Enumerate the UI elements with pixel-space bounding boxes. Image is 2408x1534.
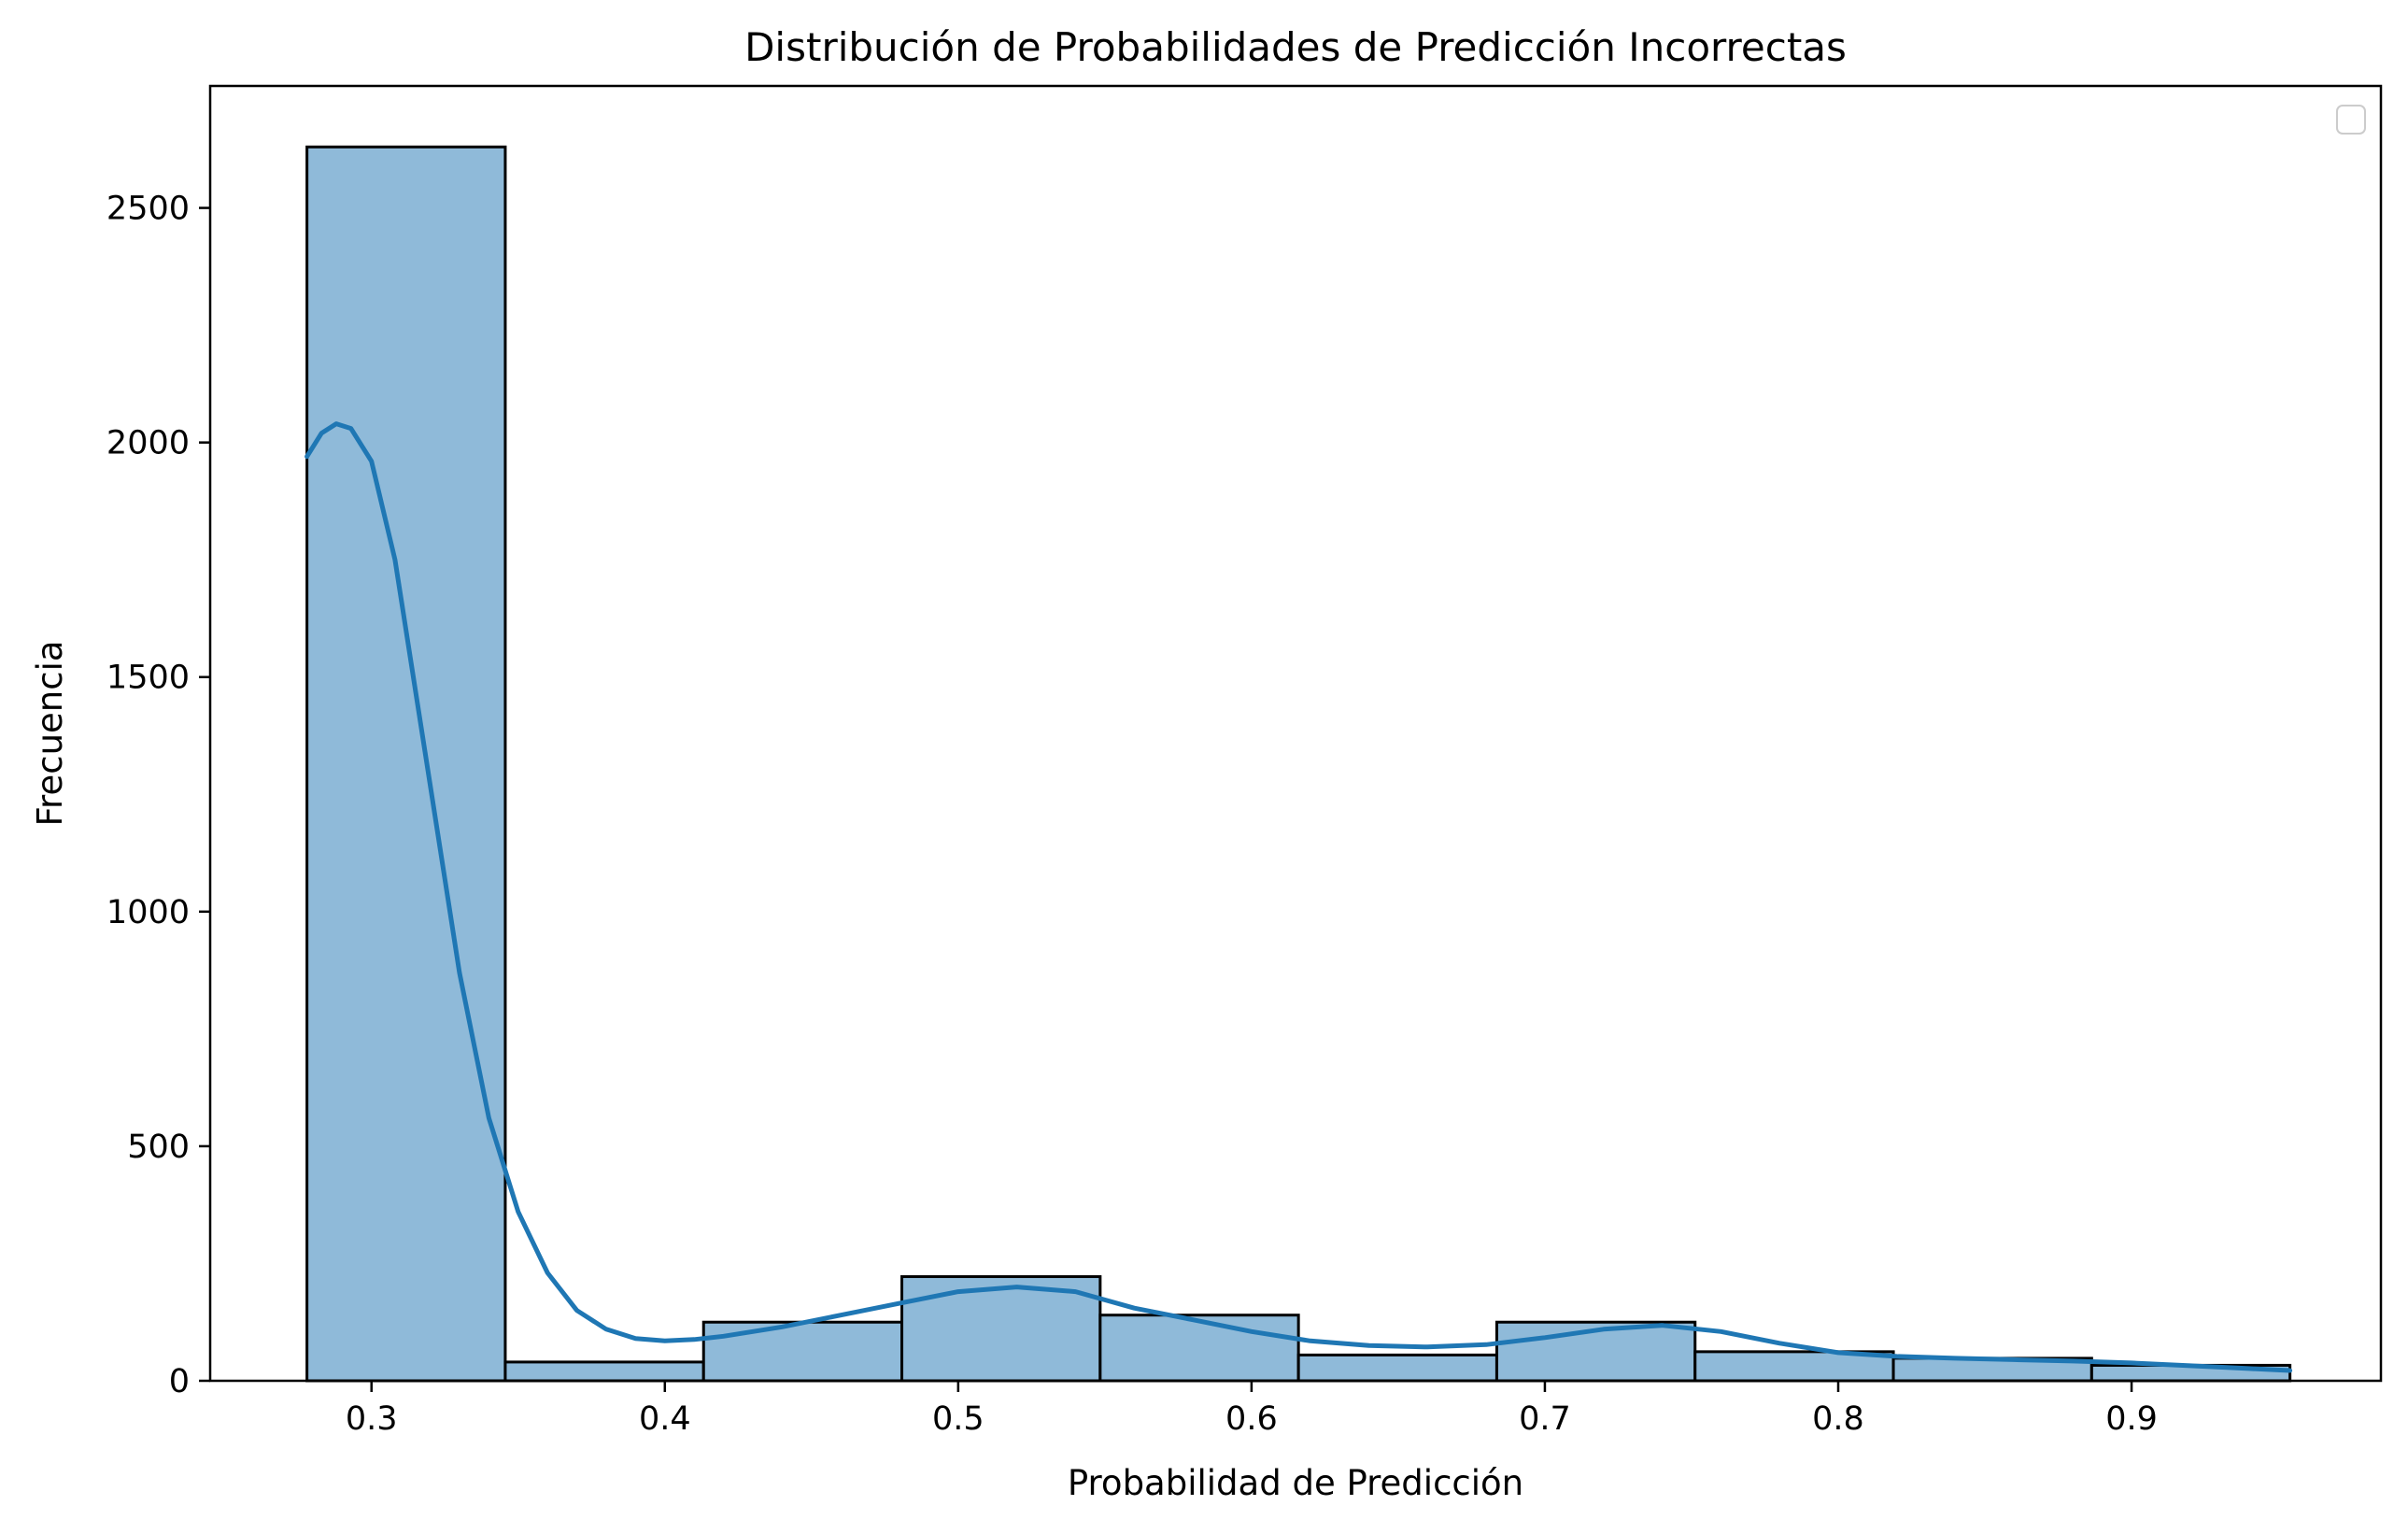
y-tick-label: 2500 [106, 191, 190, 228]
legend-box [2336, 105, 2366, 135]
y-tick-label: 2000 [106, 425, 190, 462]
y-tick-label: 500 [127, 1129, 190, 1166]
x-tick-label: 0.7 [1519, 1400, 1571, 1438]
x-tick-label: 0.3 [346, 1400, 398, 1438]
y-tick-label: 1500 [106, 660, 190, 697]
histogram-bar-3 [701, 1320, 904, 1383]
y-tick-label: 1000 [106, 894, 190, 931]
histogram-bar-5 [1098, 1314, 1300, 1383]
histogram-bar-2 [503, 1360, 705, 1383]
x-tick-label: 0.5 [932, 1400, 984, 1438]
x-tick-label: 0.8 [1812, 1400, 1864, 1438]
histogram-bar-1 [305, 145, 507, 1383]
x-tick-label: 0.9 [2105, 1400, 2158, 1438]
chart-title: Distribución de Probabilidades de Predic… [744, 24, 1847, 70]
x-axis-label: Probabilidad de Predicción [1068, 1463, 1523, 1503]
histogram-bar-6 [1296, 1353, 1498, 1383]
histogram-bars [305, 145, 2292, 1383]
x-tick-label: 0.6 [1225, 1400, 1278, 1438]
axis-ticks: 0.3 0.4 0.5 0.6 0.7 0.8 0.9 0 500 1000 1500 2000 250… [106, 191, 2158, 1438]
legend [2336, 105, 2366, 135]
y-axis-label: Frecuencia [30, 640, 70, 826]
kde-line [305, 421, 2293, 1373]
x-tick-label: 0.4 [639, 1400, 691, 1438]
kde-curve-layer [305, 421, 2293, 1373]
plot-frame [208, 84, 2383, 1383]
y-tick-label: 0 [169, 1363, 190, 1400]
